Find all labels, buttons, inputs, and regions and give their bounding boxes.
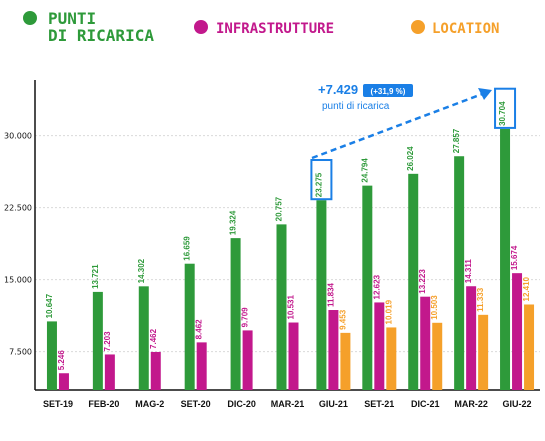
value-label: 27.857 [452,128,461,153]
bar-punti-di-ricarica [230,238,241,390]
legend-label-location: LOCATION [432,21,499,37]
bar-location [386,327,397,390]
bar-infrastrutture [196,342,207,390]
bar-punti-di-ricarica [316,200,327,390]
y-axis-tick-labels: 7.500 15.000 22.500 30.000 [4,132,32,357]
y-tick-label: 15.000 [4,276,32,285]
bar-infrastrutture [150,351,161,390]
x-tick-label: DIC-20 [227,399,256,409]
value-label: 26.024 [406,146,415,171]
bar-infrastrutture [288,322,299,390]
value-label: 11.333 [476,287,485,312]
value-label: 23.275 [314,172,323,197]
bar-location [340,332,351,390]
bar-infrastrutture [374,302,385,390]
bar-punti-di-ricarica [500,128,511,390]
growth-arrow [311,91,486,160]
value-label: 10.019 [384,299,393,324]
bar-location [478,314,489,390]
bar-location [432,322,443,390]
x-tick-label: MAR-21 [271,399,305,409]
legend-marker-punti-di-ricarica [23,11,37,25]
value-label: 10.531 [287,295,296,320]
x-axis-tick-labels: SET-19 FEB-20 MAG-2 SET-20 DIC-20 MAR-21 GIU-2… [43,399,532,409]
bar-punti-di-ricarica [276,224,287,390]
value-label: 16.659 [183,236,192,261]
bar-infrastrutture [328,310,339,390]
x-tick-label: SET-20 [181,399,211,409]
x-tick-label: MAG-2 [135,399,164,409]
highlight-box [310,159,333,201]
bar-punti-di-ricarica [46,321,57,390]
x-tick-label: SET-21 [364,399,394,409]
value-label: 9.709 [241,307,250,328]
bar-punti-di-ricarica [184,263,195,390]
x-tick-label: MAR-22 [454,399,488,409]
value-label: 24.794 [360,158,369,183]
value-label: 30.704 [498,101,507,126]
bar-infrastrutture [420,296,431,390]
bar-infrastrutture [242,330,253,390]
value-label: 10.647 [45,293,54,318]
bar-punti-di-ricarica [138,286,149,390]
bar-punti-di-ricarica [454,156,465,390]
x-tick-label: GIU-21 [319,399,348,409]
y-tick-label: 22.500 [4,204,32,213]
value-label: 7.203 [103,331,112,352]
value-label: 12.410 [522,276,531,301]
value-label: 5.246 [57,350,66,371]
x-tick-label: FEB-20 [88,399,119,409]
value-label: 15.674 [510,245,519,270]
legend-label-punti-di-ricarica: PUNTI DI RICARICA [48,9,154,45]
bar-infrastrutture [512,273,523,390]
growth-annotation: +7.429 (+31,9 %) punti di ricarica [311,82,492,160]
legend: PUNTI DI RICARICA INFRASTRUTTURE LOCATION [23,9,499,45]
legend-marker-location [411,20,425,34]
value-label: 7.462 [149,328,158,349]
bar-infrastrutture [58,373,69,390]
bar-punti-di-ricarica [362,185,373,390]
value-label: 19.324 [229,210,238,235]
annotation-value: +7.429 [318,82,358,97]
bar-location [524,304,535,390]
legend-label-infrastrutture: INFRASTRUTTURE [216,21,334,37]
x-tick-label: GIU-22 [503,399,532,409]
value-label: 8.462 [195,319,204,340]
bar-infrastrutture [466,286,477,390]
legend-label-line-2: DI RICARICA [48,26,154,45]
annotation-text: punti di ricarica [322,101,390,112]
legend-label-line-1: PUNTI [48,9,96,28]
bars: 10.647 5.246 13.721 7.203 14.302 7.462 16.659 8… [45,87,535,390]
value-label: 13.223 [418,269,427,294]
x-tick-label: SET-19 [43,399,73,409]
value-label: 14.302 [137,258,146,283]
value-label: 14.311 [464,259,473,284]
value-label: 12.623 [372,274,381,299]
bar-punti-di-ricarica [408,173,419,390]
value-label: 10.503 [430,295,439,320]
value-label: 9.453 [338,309,347,330]
annotation-badge-bg [363,84,413,97]
value-label: 11.834 [326,282,335,307]
bar-punti-di-ricarica [92,291,103,390]
bar-infrastrutture [104,354,115,390]
value-label: 20.757 [275,196,284,221]
value-label: 13.721 [91,264,100,289]
highlight-box [494,87,517,129]
x-tick-label: DIC-21 [411,399,440,409]
y-tick-label: 7.500 [9,348,32,357]
legend-marker-infrastrutture [194,20,208,34]
annotation-badge: (+31,9 %) [371,87,406,96]
growth-arrowhead [478,88,492,100]
y-tick-label: 30.000 [4,132,32,141]
